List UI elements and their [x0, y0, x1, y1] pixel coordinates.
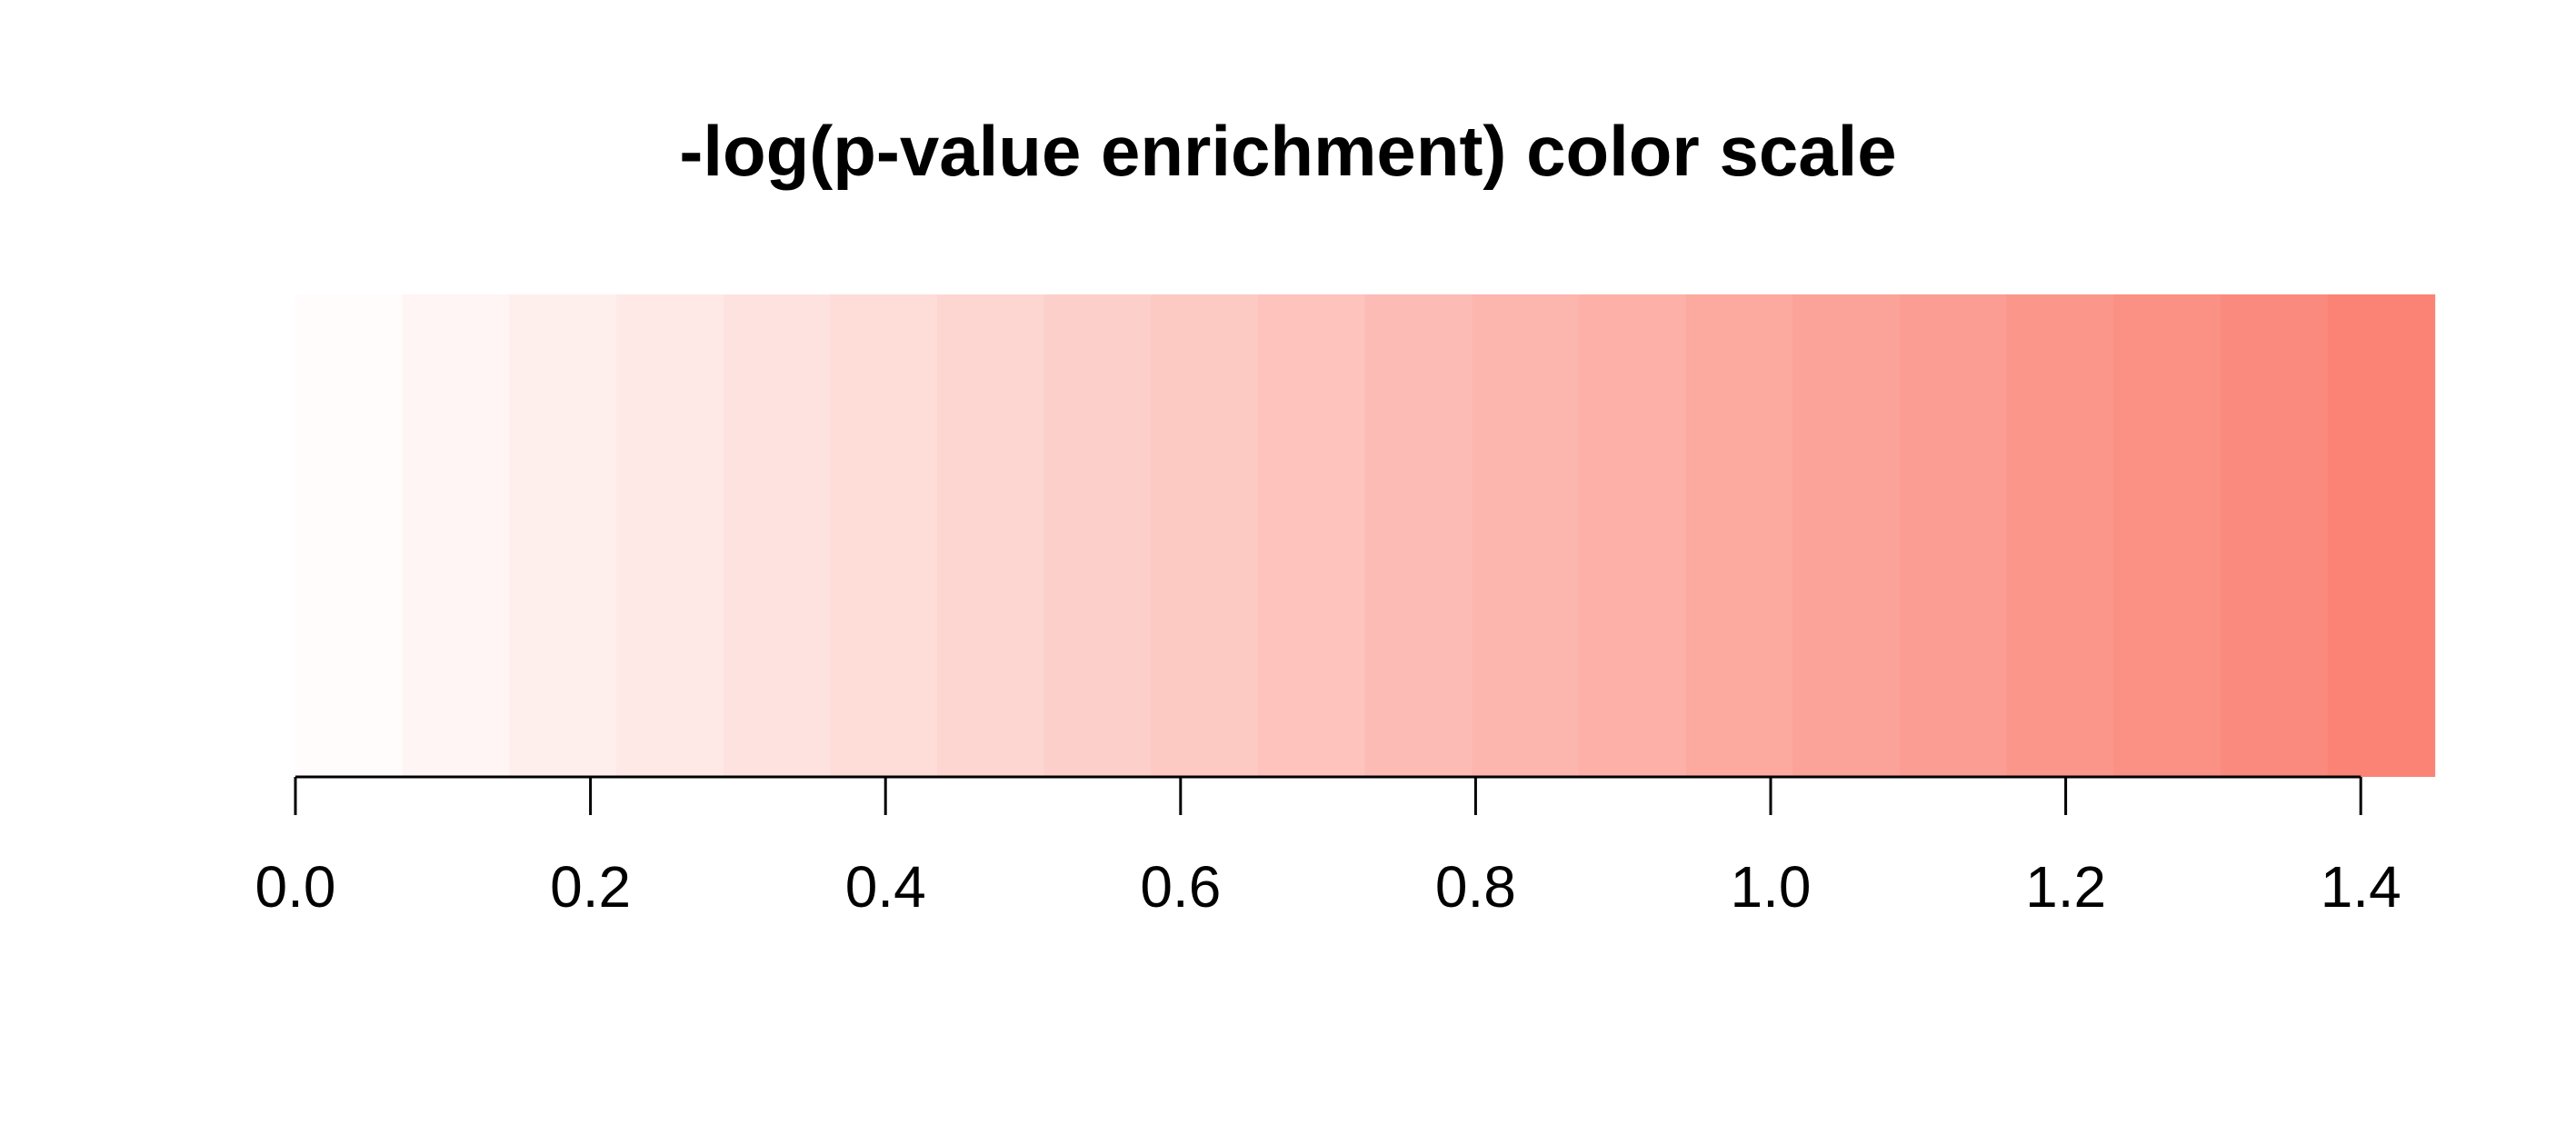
color-bar-segment	[1364, 294, 1473, 777]
color-bar-segment	[295, 294, 404, 777]
color-bar-segment	[616, 294, 724, 777]
color-bar-segment	[509, 294, 617, 777]
x-tick-label: 1.0	[1731, 854, 1812, 920]
color-bar-segment	[1258, 294, 1366, 777]
color-bar-segment	[2006, 294, 2115, 777]
color-bar-segment	[723, 294, 832, 777]
chart-title: -log(p-value enrichment) color scale	[679, 111, 1897, 191]
color-bar-segment	[1472, 294, 1580, 777]
color-bar-segment	[937, 294, 1045, 777]
color-bar-segment	[1579, 294, 1687, 777]
color-bar-segment	[402, 294, 511, 777]
color-bar-segment	[2113, 294, 2222, 777]
color-bar-segment	[1151, 294, 1259, 777]
x-tick-label: 0.0	[255, 854, 336, 920]
x-tick-label: 1.4	[2321, 854, 2401, 920]
x-tick-label: 0.4	[845, 854, 926, 920]
x-tick-label: 0.2	[550, 854, 631, 920]
color-bar-segment	[1900, 294, 2008, 777]
x-tick-label: 1.2	[2025, 854, 2106, 920]
color-bar-segment	[1043, 294, 1153, 777]
color-bar	[295, 294, 2436, 777]
x-tick-label: 0.6	[1140, 854, 1221, 920]
color-bar-segment	[2221, 294, 2329, 777]
color-bar-segment	[1792, 294, 1901, 777]
color-bar-segment	[1685, 294, 1794, 777]
color-bar-segment	[830, 294, 938, 777]
color-bar-segment	[2327, 294, 2436, 777]
x-axis: 0.0 0.2 0.4 0.6 0.8 1.0 1.2 1.4	[255, 775, 2401, 920]
x-tick-label: 0.8	[1435, 854, 1516, 920]
